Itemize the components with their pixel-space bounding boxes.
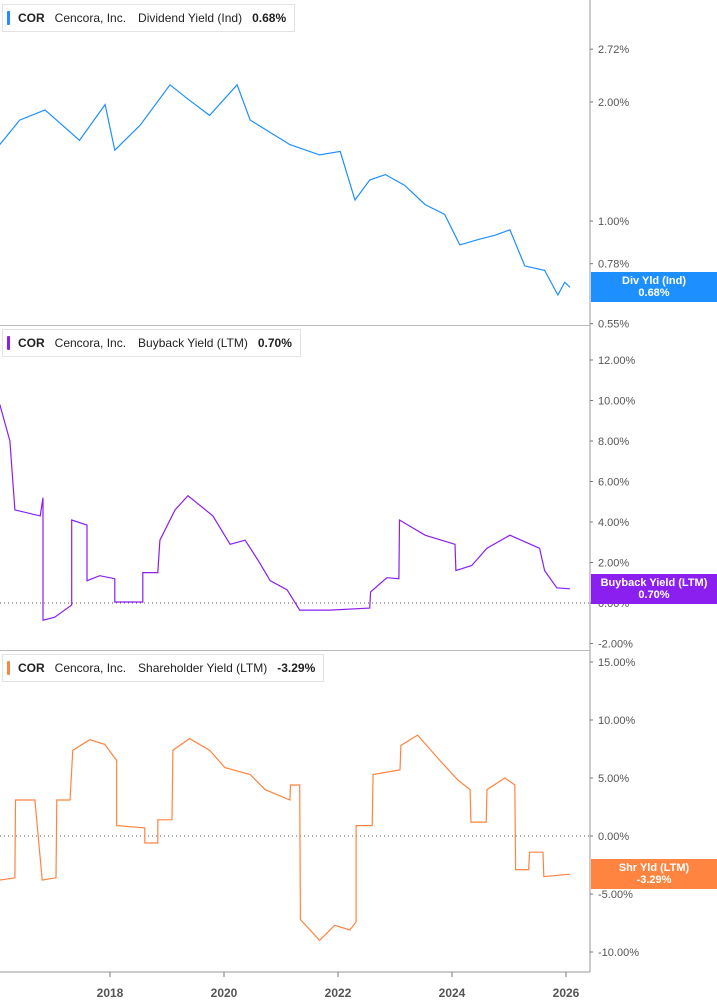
ticker: COR xyxy=(18,11,45,25)
tag-value: 0.68% xyxy=(638,287,670,300)
series-color-swatch xyxy=(7,11,10,25)
series-color-swatch xyxy=(7,661,10,675)
y-tick-label: 2.00% xyxy=(598,97,629,109)
y-tick-label: 10.00% xyxy=(598,715,636,727)
y-tick-label: 0.78% xyxy=(598,259,629,271)
y-tick-label: 2.00% xyxy=(598,558,629,570)
current-value-tag: Div Yld (Ind) 0.68% xyxy=(591,272,717,303)
tag-label: Shr Yld (LTM) xyxy=(618,862,690,875)
y-tick-label: 5.00% xyxy=(598,773,629,785)
y-tick-label: 0.00% xyxy=(598,831,629,843)
series-line-1 xyxy=(0,83,571,297)
current-value-tag: Shr Yld (LTM) -3.29% xyxy=(591,859,717,890)
y-tick-label: 10.00% xyxy=(598,396,636,408)
y-tick-label: 15.00% xyxy=(598,657,636,669)
series-current-value: -3.29% xyxy=(277,661,316,675)
x-tick-label: 2024 xyxy=(439,986,466,1000)
tag-label: Div Yld (Ind) xyxy=(622,275,686,288)
company-name: Cencora, Inc. xyxy=(54,11,127,25)
x-tick-label: 2026 xyxy=(553,986,580,1000)
current-value-tag: Buyback Yield (LTM) 0.70% xyxy=(591,573,717,604)
y-tick-label: -5.00% xyxy=(598,889,633,901)
series-name: Dividend Yield (Ind) xyxy=(138,11,243,25)
ticker: COR xyxy=(18,336,45,350)
series-current-value: 0.68% xyxy=(252,11,287,25)
tag-value: -3.29% xyxy=(636,874,672,887)
y-tick-label: 6.00% xyxy=(598,477,629,489)
series-color-swatch xyxy=(7,336,10,350)
y-tick-label: 1.00% xyxy=(598,216,629,228)
y-tick-label: 0.55% xyxy=(598,319,629,331)
x-tick-label: 2018 xyxy=(97,986,124,1000)
ticker: COR xyxy=(18,661,45,675)
x-tick-label: 2022 xyxy=(325,986,352,1000)
series-name: Shareholder Yield (LTM) xyxy=(138,661,268,675)
series-current-value: 0.70% xyxy=(257,336,292,350)
tag-label: Buyback Yield (LTM) xyxy=(600,576,708,589)
company-name: Cencora, Inc. xyxy=(54,336,127,350)
series-name: Buyback Yield (LTM) xyxy=(138,336,248,350)
series-header: COR Cencora, Inc. Dividend Yield (Ind) 0… xyxy=(2,4,296,32)
series-line-3 xyxy=(0,734,570,942)
company-name: Cencora, Inc. xyxy=(54,661,127,675)
tag-value: 0.70% xyxy=(638,588,670,601)
x-tick-label: 2020 xyxy=(211,986,238,1000)
series-header: COR Cencora, Inc. Buyback Yield (LTM) 0.… xyxy=(2,329,301,357)
y-tick-label: -10.00% xyxy=(598,947,639,959)
series-line-2 xyxy=(0,404,570,621)
series-header: COR Cencora, Inc. Shareholder Yield (LTM… xyxy=(2,654,325,682)
y-tick-label: 2.72% xyxy=(598,44,629,56)
y-tick-label: -2.00% xyxy=(598,639,633,651)
y-tick-label: 4.00% xyxy=(598,517,629,529)
y-tick-label: 12.00% xyxy=(598,355,636,367)
y-tick-label: 8.00% xyxy=(598,436,629,448)
